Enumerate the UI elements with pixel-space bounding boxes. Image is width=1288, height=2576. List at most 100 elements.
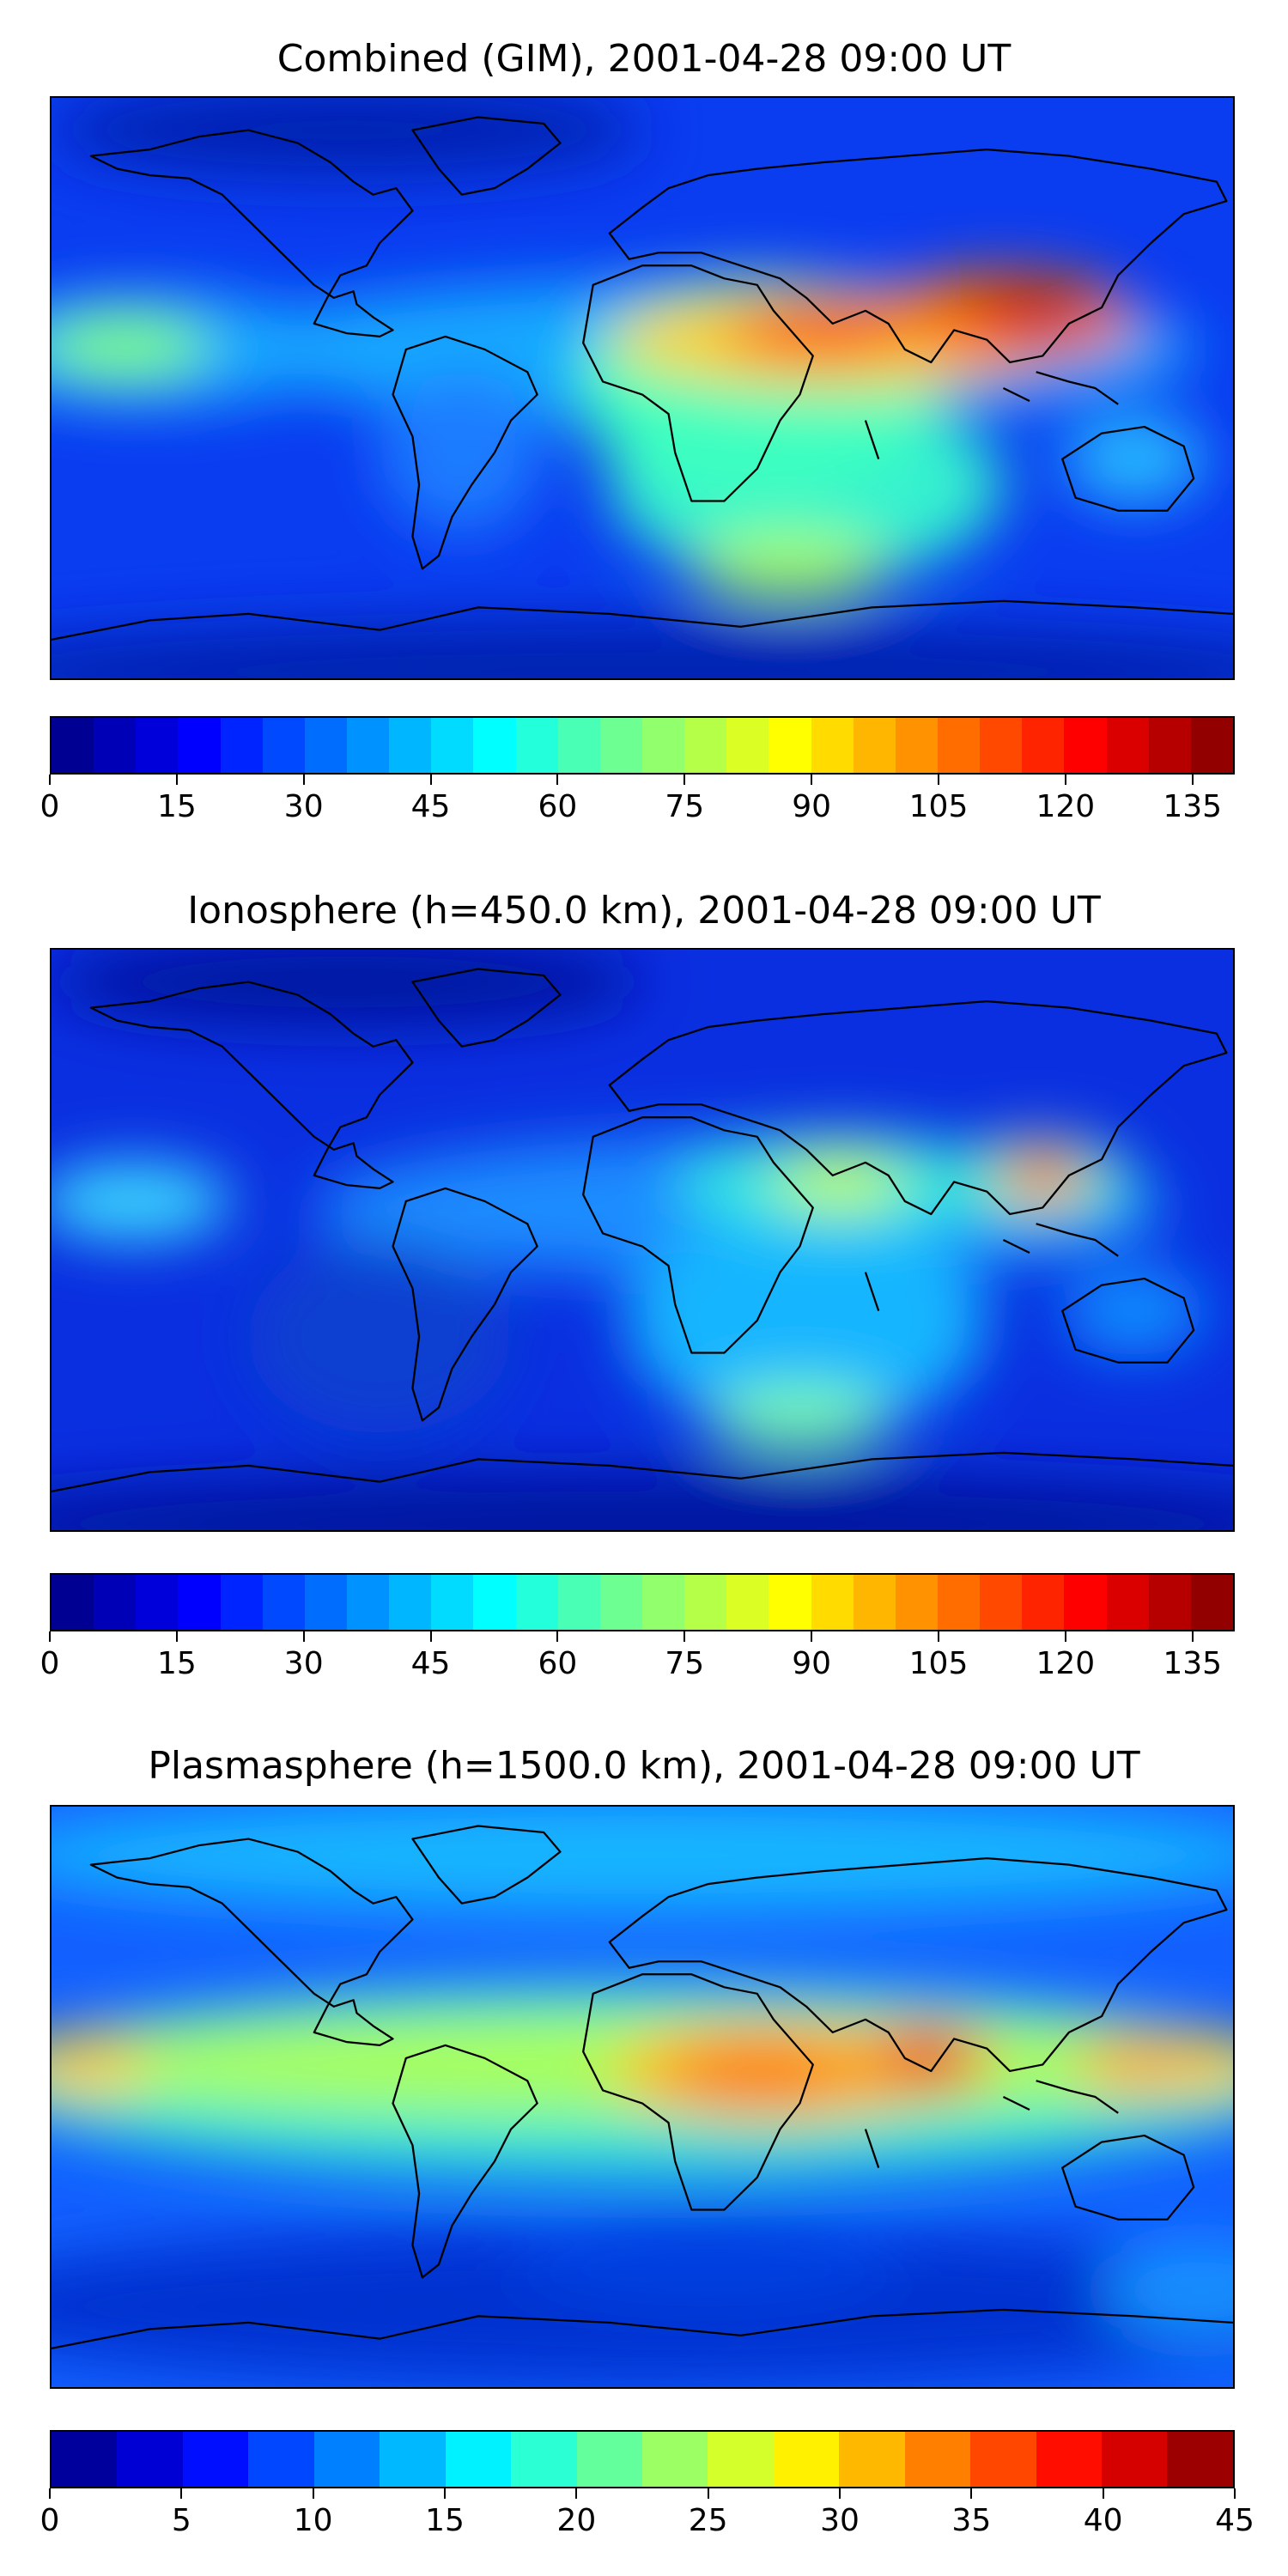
colorbar-tick-label: 45: [410, 1646, 451, 1681]
colorbar-tick: [1191, 775, 1194, 785]
panel-2-colorbar: [50, 1573, 1235, 1631]
colorbar-tick-label: 135: [1163, 1646, 1223, 1681]
colorbar-tick-label: 20: [556, 2503, 597, 2538]
colorbar-segment: [599, 718, 642, 773]
colorbar-tick-label: 30: [283, 1646, 324, 1681]
colorbar-tick-label: 0: [39, 789, 60, 824]
colorbar-tick: [175, 775, 178, 785]
colorbar-tick: [811, 775, 813, 785]
colorbar-segment: [1036, 2432, 1102, 2487]
colorbar-segment: [557, 718, 600, 773]
colorbar-segment: [1022, 1575, 1065, 1630]
colorbar-tick-label: 60: [538, 789, 578, 824]
colorbar-tick-label: 120: [1036, 789, 1096, 824]
colorbar-tick: [1191, 1631, 1194, 1642]
panel-1-colorbar-ticks: 0 15 30 45 60 75 90 105 120 135: [40, 775, 1235, 826]
colorbar-tick: [429, 775, 432, 785]
colorbar-segment: [220, 1575, 263, 1630]
colorbar-segment: [708, 2432, 774, 2487]
panel-1-title: Combined (GIM), 2001-04-28 09:00 UT: [276, 37, 1012, 81]
colorbar-tick: [556, 1631, 559, 1642]
colorbar-segment: [304, 1575, 347, 1630]
panel-2-colorbar-ticks: 0 15 30 45 60 75 90 105 120 135: [40, 1631, 1235, 1683]
colorbar-tick-label: 15: [156, 1646, 197, 1681]
colorbar-segment: [1106, 1575, 1149, 1630]
colorbar-segment: [389, 718, 432, 773]
colorbar-tick: [683, 775, 686, 785]
colorbar-tick-label: 90: [792, 1646, 832, 1681]
colorbar-tick: [444, 2488, 446, 2499]
colorbar-segment: [1064, 1575, 1107, 1630]
colorbar-tick-label: 90: [792, 789, 832, 824]
colorbar-tick: [575, 2488, 578, 2499]
colorbar-segment: [904, 2432, 971, 2487]
colorbar-segment: [1064, 718, 1107, 773]
colorbar-segment: [684, 718, 727, 773]
colorbar-tick: [1234, 2488, 1236, 2499]
colorbar-tick: [175, 1631, 178, 1642]
colorbar-tick-label: 105: [908, 1646, 969, 1681]
colorbar-tick: [556, 775, 559, 785]
colorbar-segment: [136, 718, 179, 773]
colorbar-segment: [641, 2432, 708, 2487]
colorbar-tick-label: 75: [665, 1646, 705, 1681]
colorbar-segment: [1022, 718, 1065, 773]
colorbar-tick: [683, 1631, 686, 1642]
colorbar-segment: [346, 1575, 390, 1630]
colorbar-segment: [599, 1575, 642, 1630]
colorbar-segment: [641, 1575, 685, 1630]
panel-3-colorbar: [50, 2430, 1235, 2488]
colorbar-segment: [726, 718, 769, 773]
colorbar-tick: [49, 1631, 51, 1642]
colorbar-segment: [94, 1575, 137, 1630]
colorbar-segment: [389, 1575, 432, 1630]
colorbar-segment: [937, 1575, 981, 1630]
colorbar-segment: [515, 718, 558, 773]
colorbar-tick: [302, 775, 305, 785]
colorbar-tick-label: 75: [665, 789, 705, 824]
colorbar-segment: [313, 2432, 380, 2487]
colorbar-segment: [1102, 2432, 1168, 2487]
colorbar-segment: [937, 718, 981, 773]
colorbar-segment: [136, 1575, 179, 1630]
colorbar-tick-label: 35: [951, 2503, 992, 2538]
colorbar-tick-label: 60: [538, 1646, 578, 1681]
colorbar-tick-label: 30: [283, 789, 324, 824]
colorbar-tick: [1102, 2488, 1104, 2499]
colorbar-segment: [262, 718, 305, 773]
colorbar-tick-label: 120: [1036, 1646, 1096, 1681]
colorbar-segment: [178, 1575, 221, 1630]
colorbar-segment: [304, 718, 347, 773]
colorbar-segment: [980, 1575, 1023, 1630]
colorbar-segment: [117, 2432, 183, 2487]
panel-2-title: Ionosphere (h=450.0 km), 2001-04-28 09:0…: [187, 889, 1101, 933]
colorbar-tick: [938, 1631, 939, 1642]
colorbar-segment: [473, 1575, 516, 1630]
colorbar-tick-label: 40: [1083, 2503, 1123, 2538]
colorbar-segment: [769, 718, 811, 773]
colorbar-tick: [839, 2488, 841, 2499]
colorbar-segment: [1148, 1575, 1191, 1630]
colorbar-segment: [1167, 2432, 1233, 2487]
colorbar-segment: [52, 718, 94, 773]
colorbar-segment: [684, 1575, 727, 1630]
colorbar-segment: [1190, 1575, 1233, 1630]
colorbar-segment: [811, 1575, 854, 1630]
colorbar-tick: [302, 1631, 305, 1642]
colorbar-segment: [511, 2432, 577, 2487]
colorbar-segment: [431, 718, 474, 773]
colorbar-segment: [220, 718, 263, 773]
colorbar-segment: [473, 718, 516, 773]
colorbar-segment: [895, 718, 938, 773]
colorbar-tick-label: 5: [171, 2503, 191, 2538]
colorbar-tick: [312, 2488, 314, 2499]
colorbar-segment: [52, 1575, 94, 1630]
colorbar-segment: [182, 2432, 249, 2487]
colorbar-tick-label: 15: [425, 2503, 465, 2538]
colorbar-segment: [178, 718, 221, 773]
colorbar-segment: [641, 718, 685, 773]
panel-3-colorbar-ticks: 0 5 10 15 20 25 30 35 40 45: [40, 2488, 1255, 2540]
panel-1-map: [50, 96, 1235, 680]
colorbar-segment: [94, 718, 137, 773]
colorbar-segment: [773, 2432, 840, 2487]
